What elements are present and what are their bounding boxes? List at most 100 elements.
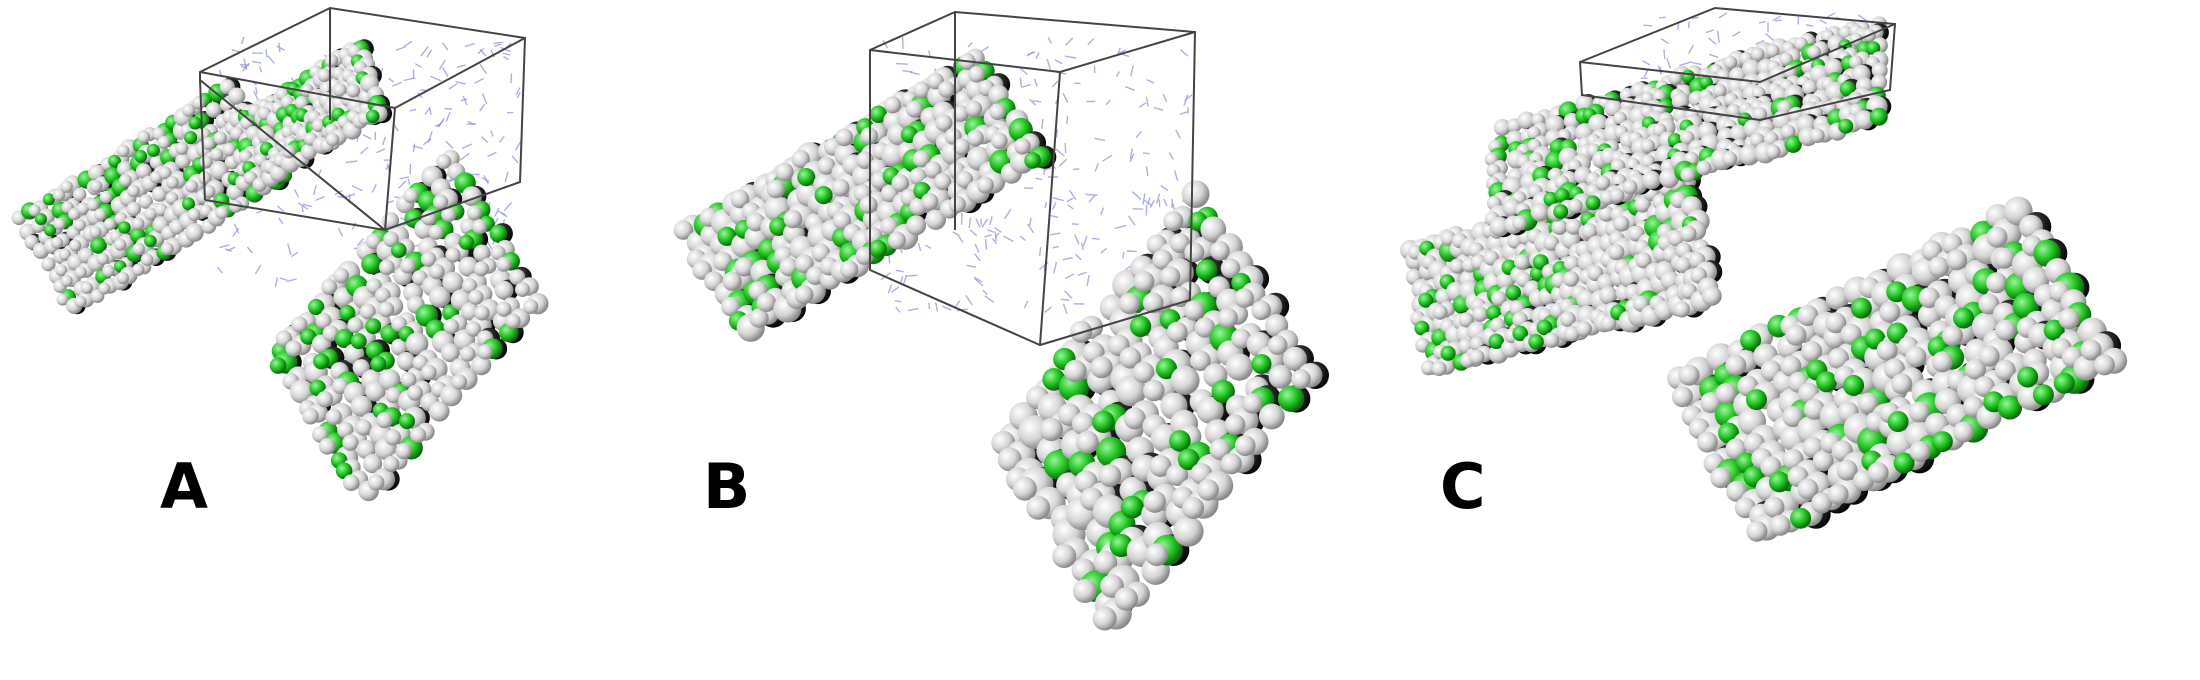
hydrogen-atom — [1145, 543, 1169, 567]
hydrogen-atom — [817, 156, 836, 175]
solvent-molecule — [1660, 38, 1669, 45]
chlorine-atom — [1953, 307, 1974, 329]
solvent-molecule — [515, 87, 521, 96]
hydrogen-atom — [811, 243, 831, 263]
hydrogen-atom — [1225, 353, 1253, 381]
hydrogen-atom — [1752, 107, 1768, 122]
solvent-molecule — [1051, 202, 1057, 210]
hydrogen-atom — [1159, 266, 1181, 287]
solvent-molecule — [1086, 274, 1090, 286]
hydrogen-atom — [1905, 346, 1927, 368]
panel-c-label: C — [1440, 450, 1486, 523]
solvent-molecule — [1138, 102, 1147, 108]
hydrogen-atom — [137, 130, 151, 144]
hydrogen-atom — [1946, 249, 1968, 271]
solvent-molecule — [982, 289, 988, 296]
hydrogen-atom — [1765, 144, 1781, 160]
hydrogen-atom — [912, 150, 931, 168]
chlorine-atom — [1418, 292, 1434, 308]
solvent-molecule — [1100, 207, 1105, 216]
solvent-molecule — [1091, 237, 1100, 240]
chlorine-atom — [1553, 204, 1569, 220]
solvent-molecule — [479, 63, 488, 75]
hydrogen-atom — [1696, 160, 1712, 176]
hydrogen-atom — [775, 162, 794, 182]
solvent-molecule — [900, 275, 904, 283]
solvent-molecule — [941, 305, 952, 311]
solvent-molecule — [984, 234, 992, 238]
hydrogen-atom — [1876, 339, 1898, 361]
hydrogen-atom — [722, 271, 742, 291]
hydrogen-atom — [1928, 256, 1950, 278]
solvent-molecule — [1128, 215, 1136, 226]
hydrogen-atom — [1469, 349, 1485, 365]
chlorine-atom — [1120, 495, 1144, 519]
chlorine-atom — [144, 234, 157, 248]
hydrogen-atom — [1123, 407, 1146, 430]
chlorine-atom — [1414, 320, 1430, 336]
hydrogen-atom — [1634, 196, 1652, 213]
solvent-molecule — [422, 138, 432, 146]
hydrogen-atom — [28, 204, 41, 217]
hydrogen-atom — [182, 103, 196, 117]
solvent-molecule — [240, 36, 245, 45]
solvent-molecule — [253, 90, 259, 101]
chlorine-atom — [458, 234, 474, 250]
hydrogen-atom — [440, 384, 463, 407]
hydrogen-atom — [1675, 256, 1692, 273]
chlorine-atom — [1838, 118, 1854, 134]
solvent-molecule — [403, 40, 413, 48]
chlorine-atom — [399, 413, 415, 430]
hydrogen-atom — [1132, 361, 1155, 384]
hydrogen-atom — [1512, 215, 1528, 231]
hydrogen-atom — [116, 271, 129, 285]
hydrogen-atom — [1234, 435, 1256, 456]
hydrogen-atom — [80, 281, 93, 294]
solvent-molecule — [890, 286, 900, 293]
hydrogen-atom — [58, 248, 71, 261]
hydrogen-atom — [69, 239, 82, 252]
hydrogen-atom — [1871, 74, 1888, 91]
hydrogen-atom — [1220, 453, 1242, 475]
solvent-molecule — [1035, 177, 1043, 181]
hydrogen-atom — [1994, 359, 2016, 381]
solvent-molecule — [1064, 55, 1077, 59]
solvent-molecule — [277, 205, 285, 213]
chlorine-atom — [1092, 410, 1115, 433]
hydrogen-atom — [1782, 406, 1804, 428]
solvent-molecule — [1073, 168, 1080, 171]
hydrogen-atom — [1014, 137, 1031, 155]
hydrogen-atom — [1012, 476, 1037, 501]
hydrogen-atom — [523, 299, 539, 315]
solvent-molecule — [464, 43, 475, 48]
solvent-molecule — [409, 108, 417, 112]
solvent-molecule — [1046, 58, 1052, 70]
solvent-molecule — [980, 46, 990, 53]
solvent-molecule — [1074, 234, 1080, 245]
solvent-molecule — [1066, 197, 1074, 203]
solvent-molecule — [1115, 71, 1121, 77]
hydrogen-atom — [891, 174, 910, 192]
hydrogen-atom — [175, 141, 189, 155]
solvent-molecule — [1052, 197, 1064, 202]
solvent-molecule — [286, 278, 297, 283]
hydrogen-atom — [783, 209, 803, 229]
chlorine-atom — [1528, 334, 1544, 350]
solvent-molecule — [297, 202, 309, 210]
hydrogen-atom — [1517, 111, 1536, 130]
solvent-molecule — [490, 49, 495, 58]
hydrogen-atom — [383, 455, 400, 473]
hydrogen-atom — [132, 263, 145, 276]
hydrogen-atom — [113, 238, 127, 251]
solvent-molecule — [1642, 60, 1651, 66]
solvent-molecule — [1064, 142, 1067, 154]
hydrogen-atom — [1942, 325, 1963, 347]
chlorine-atom — [1505, 284, 1521, 301]
hydrogen-atom — [913, 81, 931, 99]
solvent-molecule — [445, 111, 451, 122]
chlorine-atom — [797, 168, 816, 187]
hydrogen-atom — [1092, 606, 1117, 631]
solvent-molecule — [1708, 37, 1717, 46]
hydrogen-atom — [1701, 286, 1722, 306]
hydrogen-atom — [1600, 315, 1617, 332]
